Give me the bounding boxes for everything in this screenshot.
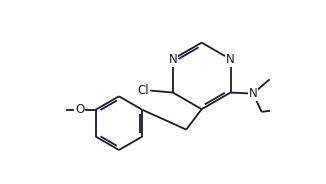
Text: N: N xyxy=(226,53,235,66)
Text: N: N xyxy=(169,53,177,66)
Text: Cl: Cl xyxy=(137,84,149,97)
Text: N: N xyxy=(249,87,258,100)
Text: O: O xyxy=(75,103,84,116)
